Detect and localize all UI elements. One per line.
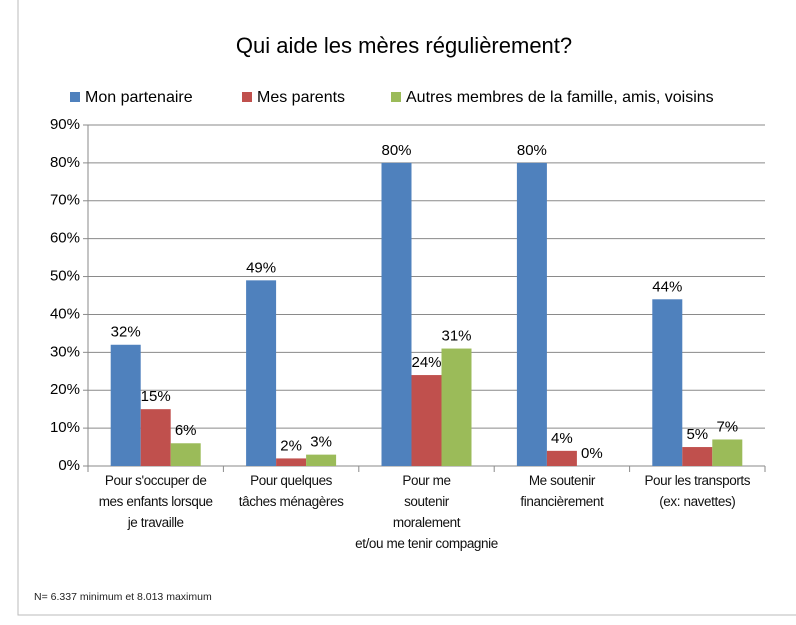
data-label: 6% (175, 422, 197, 439)
data-label: 7% (716, 418, 738, 435)
x-tick-label: Pour s'occuper de mes enfants lorsque je… (98, 473, 213, 530)
y-tick-label: 20% (50, 381, 80, 398)
y-tick-label: 70% (50, 192, 80, 209)
legend-label: Mon partenaire (85, 89, 193, 106)
data-label: 2% (280, 437, 302, 454)
data-label: 44% (652, 278, 682, 295)
y-tick-label: 90% (50, 116, 80, 133)
data-label: 49% (246, 259, 276, 276)
bar (546, 450, 577, 466)
legend-label: Mes parents (257, 89, 345, 106)
y-tick-label: 10% (50, 419, 80, 436)
x-tick-label: Pour me soutenir moralement et/ou me ten… (355, 473, 498, 551)
bar (682, 447, 713, 466)
y-tick-label: 40% (50, 305, 80, 322)
y-tick-label: 50% (50, 268, 80, 285)
data-label: 3% (310, 434, 332, 451)
x-tick-label: Pour quelques tâches ménagères (238, 473, 344, 509)
y-tick-label: 60% (50, 230, 80, 247)
chart-frame (17, 0, 796, 616)
y-tick-label: 0% (58, 457, 80, 474)
bar (411, 375, 442, 466)
data-label: 5% (686, 426, 708, 443)
bar (170, 443, 201, 466)
chart-title: Qui aide les mères régulièrement? (236, 33, 572, 58)
legend-label: Autres membres de la famille, amis, vois… (406, 89, 714, 106)
data-label: 0% (581, 445, 603, 462)
bar (516, 162, 547, 466)
data-label: 15% (141, 388, 171, 405)
x-tick-label: Me soutenir financièrement (520, 473, 604, 509)
bar (381, 162, 412, 466)
x-tick-label: Pour les transports (ex: navettes) (644, 473, 751, 509)
data-label: 4% (551, 430, 573, 447)
data-label: 80% (381, 142, 411, 159)
y-tick-label: 80% (50, 154, 80, 171)
bar (276, 458, 307, 466)
bar (441, 348, 472, 466)
data-label: 24% (411, 354, 441, 371)
y-tick-label: 30% (50, 343, 80, 360)
bar (110, 344, 141, 466)
bar (306, 454, 337, 466)
data-label: 80% (517, 142, 547, 159)
legend-swatch (242, 92, 252, 102)
data-label: 32% (111, 324, 141, 341)
legend-swatch (70, 92, 80, 102)
bar (140, 409, 171, 466)
legend-swatch (391, 92, 401, 102)
footnote: N= 6.337 minimum et 8.013 maximum (34, 591, 212, 603)
data-label: 31% (441, 328, 471, 345)
bar (652, 299, 683, 466)
bar (712, 439, 743, 466)
bar (246, 280, 277, 466)
